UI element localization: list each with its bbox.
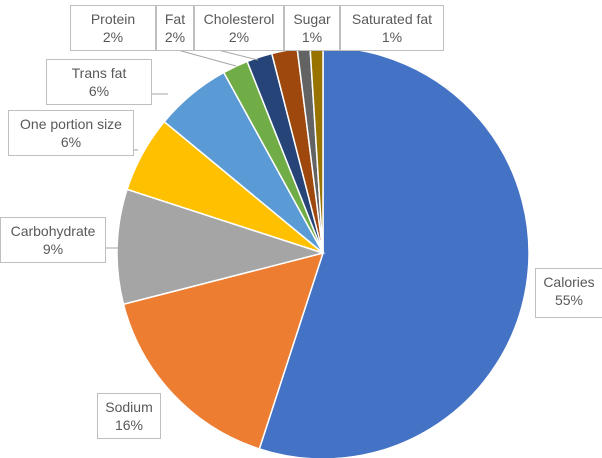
- data-label-category: Sugar: [293, 11, 331, 27]
- data-label-category: Saturated fat: [351, 11, 433, 27]
- data-label-category: Trans fat: [71, 65, 127, 81]
- data-label-sugar: Sugar 1%: [284, 5, 340, 51]
- data-label-category: One portion size: [20, 116, 122, 132]
- data-label-trans-fat: Trans fat 6%: [46, 59, 152, 105]
- data-label-percent: 16%: [114, 417, 144, 433]
- data-label-category: Carbohydrate: [10, 223, 96, 239]
- data-label-category: Sodium: [105, 399, 153, 415]
- data-label-category: Cholesterol: [203, 11, 275, 27]
- data-label-percent: 2%: [164, 29, 186, 45]
- pie-slice-calories: [258, 46, 530, 458]
- data-label-category: Calories: [543, 274, 595, 290]
- data-label-category: Fat: [164, 11, 186, 27]
- data-label-percent: 2%: [228, 29, 250, 45]
- data-label-percent: 1%: [381, 29, 403, 45]
- pie-slices: [116, 46, 530, 458]
- data-label-carbohydrate: Carbohydrate 9%: [0, 217, 106, 263]
- data-label-cholesterol: Cholesterol 2%: [194, 5, 284, 51]
- data-label-one-portion-size: One portion size 6%: [8, 110, 134, 156]
- data-label-fat: Fat 2%: [156, 5, 194, 51]
- data-label-percent: 55%: [554, 292, 584, 308]
- data-label-percent: 2%: [102, 29, 124, 45]
- data-label-sodium: Sodium 16%: [97, 393, 161, 439]
- data-label-calories: Calories 55%: [535, 268, 602, 318]
- pie-slice-sodium: [122, 251, 325, 450]
- data-label-percent: 1%: [301, 29, 323, 45]
- data-label-category: Protein: [90, 11, 136, 27]
- pie-slice-carbohydrate: [116, 188, 326, 306]
- data-label-saturated-fat: Saturated fat 1%: [340, 5, 444, 51]
- data-label-percent: 9%: [42, 241, 64, 257]
- data-label-protein: Protein 2%: [70, 5, 156, 51]
- data-label-percent: 6%: [60, 134, 82, 150]
- data-label-percent: 6%: [88, 83, 110, 99]
